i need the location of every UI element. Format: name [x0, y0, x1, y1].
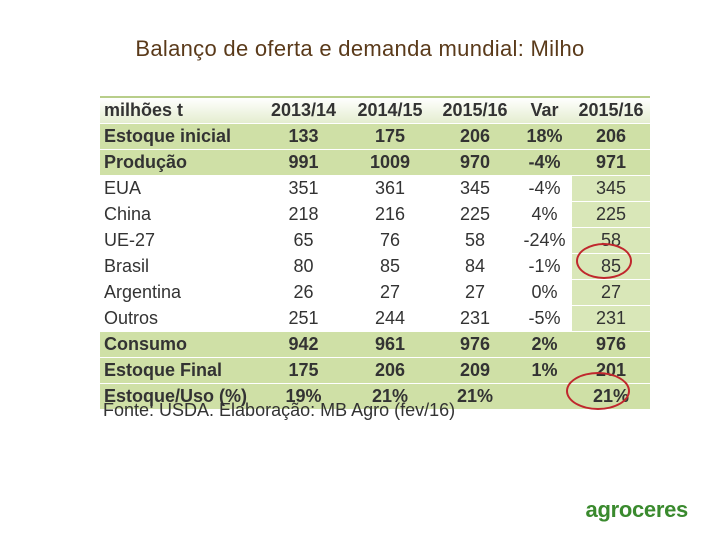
table-row: Estoque inicial 133 175 206 18% 206 — [100, 123, 650, 150]
header-cell: 2015/16 — [572, 96, 650, 124]
table-cell: 0% — [517, 279, 572, 306]
table-cell: 244 — [347, 305, 433, 332]
row-label: Estoque/Uso (%) — [100, 383, 260, 410]
row-label: Produção — [100, 149, 260, 176]
table-row: Estoque Final 175 206 209 1% 201 — [100, 357, 650, 384]
table-cell: 942 — [260, 331, 347, 358]
row-label: Estoque Final — [100, 357, 260, 384]
table-cell: 206 — [347, 357, 433, 384]
table-cell: 231 — [433, 305, 517, 332]
row-label: Brasil — [100, 253, 260, 280]
table-cell: 991 — [260, 149, 347, 176]
header-cell: Var — [517, 96, 572, 124]
table-cell: 19% — [260, 383, 347, 410]
table-row: Brasil 80 85 84 -1% 85 — [100, 253, 650, 280]
table-cell: 231 — [572, 305, 650, 332]
table-cell: 27 — [572, 279, 650, 306]
table-cell: 218 — [260, 201, 347, 228]
table-cell: 2% — [517, 331, 572, 358]
row-label: Estoque inicial — [100, 123, 260, 150]
table-cell: 961 — [347, 331, 433, 358]
table-cell: 21% — [347, 383, 433, 410]
table-cell: 58 — [433, 227, 517, 254]
table-cell: -5% — [517, 305, 572, 332]
table-row: China 218 216 225 4% 225 — [100, 201, 650, 228]
table-row: Argentina 26 27 27 0% 27 — [100, 279, 650, 306]
table-header-row: milhões t 2013/14 2014/15 2015/16 Var 20… — [100, 96, 650, 124]
table-cell: 251 — [260, 305, 347, 332]
table-row: EUA 351 361 345 -4% 345 — [100, 175, 650, 202]
table-cell: 27 — [347, 279, 433, 306]
table-row: Produção 991 1009 970 -4% 971 — [100, 149, 650, 176]
table-cell: 216 — [347, 201, 433, 228]
table-cell: -4% — [517, 149, 572, 176]
table-cell: 27 — [433, 279, 517, 306]
table-cell — [517, 383, 572, 410]
table-cell: 18% — [517, 123, 572, 150]
row-label: EUA — [100, 175, 260, 202]
header-cell: 2013/14 — [260, 96, 347, 124]
table-row: Consumo 942 961 976 2% 976 — [100, 331, 650, 358]
table-cell: 4% — [517, 201, 572, 228]
table-cell: 21% — [433, 383, 517, 410]
table-cell: 206 — [433, 123, 517, 150]
table-cell: 84 — [433, 253, 517, 280]
table-cell: 1% — [517, 357, 572, 384]
table-cell: 225 — [572, 201, 650, 228]
source-note: Fonte: USDA. Elaboração: MB Agro (fev/16… — [103, 400, 456, 420]
table-cell: 970 — [433, 149, 517, 176]
table-cell: 206 — [572, 123, 650, 150]
table-cell: 85 — [347, 253, 433, 280]
table-cell: 175 — [260, 357, 347, 384]
table-cell: 225 — [433, 201, 517, 228]
table-cell: 361 — [347, 175, 433, 202]
table-cell: -1% — [517, 253, 572, 280]
table-cell: 971 — [572, 149, 650, 176]
row-label: Consumo — [100, 331, 260, 358]
row-label: China — [100, 201, 260, 228]
table-cell: 133 — [260, 123, 347, 150]
table-cell: 26 — [260, 279, 347, 306]
row-label: Outros — [100, 305, 260, 332]
balance-table-container: milhões t 2013/14 2014/15 2015/16 Var 20… — [100, 96, 650, 410]
highlight-circle-estoque-uso — [566, 372, 630, 410]
table-cell: 80 — [260, 253, 347, 280]
table-cell: 65 — [260, 227, 347, 254]
table-row: UE-27 65 76 58 -24% 58 — [100, 227, 650, 254]
table-cell: 345 — [572, 175, 650, 202]
table-cell: 175 — [347, 123, 433, 150]
table-cell: 345 — [433, 175, 517, 202]
table-cell: 76 — [347, 227, 433, 254]
slide-title: Balanço de oferta e demanda mundial: Mil… — [135, 36, 585, 61]
row-label: UE-27 — [100, 227, 260, 254]
highlight-circle-brasil — [576, 243, 632, 279]
table-row: Estoque/Uso (%) 19% 21% 21% 21% — [100, 383, 650, 410]
header-cell: 2014/15 — [347, 96, 433, 124]
table-cell: 976 — [572, 331, 650, 358]
balance-table: milhões t 2013/14 2014/15 2015/16 Var 20… — [100, 96, 650, 410]
table-cell: 976 — [433, 331, 517, 358]
table-cell: -24% — [517, 227, 572, 254]
agroceres-logo: agroceres — [585, 497, 689, 522]
table-cell: -4% — [517, 175, 572, 202]
header-cell: 2015/16 — [433, 96, 517, 124]
table-row: Outros 251 244 231 -5% 231 — [100, 305, 650, 332]
header-cell: milhões t — [100, 96, 260, 124]
table-cell: 1009 — [347, 149, 433, 176]
row-label: Argentina — [100, 279, 260, 306]
table-cell: 209 — [433, 357, 517, 384]
table-cell: 351 — [260, 175, 347, 202]
